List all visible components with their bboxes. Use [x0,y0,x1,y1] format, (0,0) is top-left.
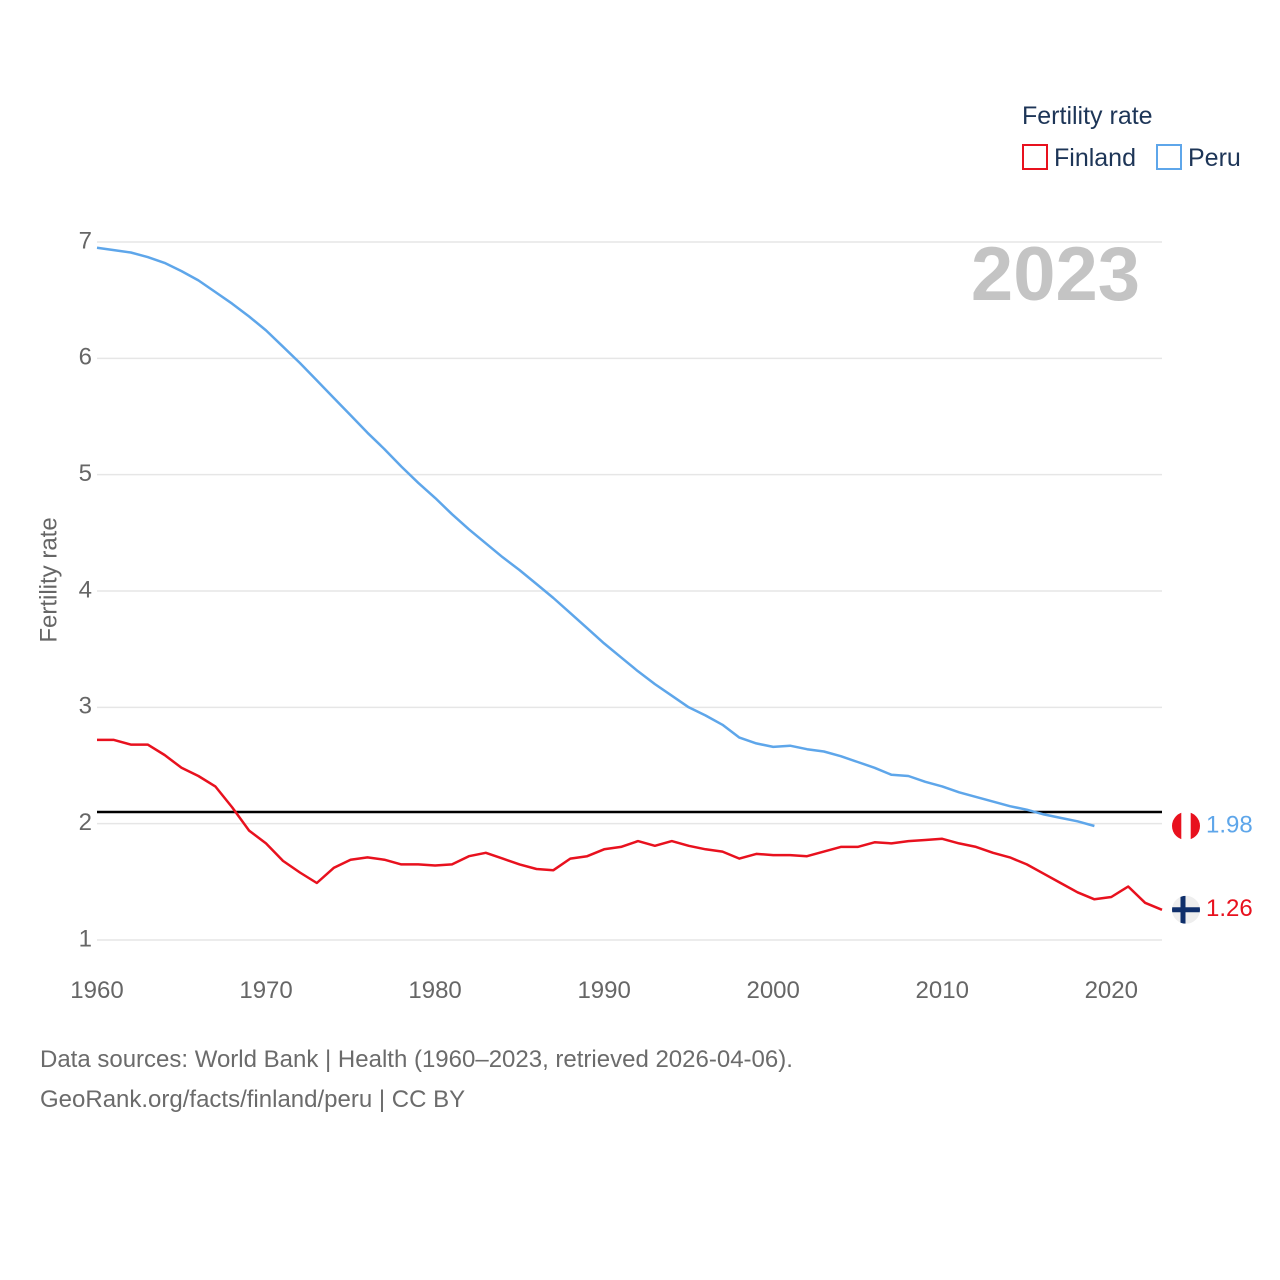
legend: Fertility rate Finland Peru [1022,102,1241,172]
x-tick-label: 1980 [408,977,461,1004]
legend-label-peru[interactable]: Peru [1188,144,1241,172]
y-tick-label: 5 [79,460,92,487]
y-tick-label: 4 [79,576,92,603]
y-axis-title: Fertility rate [35,517,62,642]
x-tick-label: 2000 [746,977,799,1004]
y-tick-label: 1 [79,925,92,952]
finland-end-value: 1.26 [1206,895,1253,922]
footer: Data sources: World Bank | Health (1960–… [40,1040,793,1120]
y-axis-ticks: 1 2 3 4 5 6 7 [79,227,92,952]
x-tick-label: 1970 [239,977,292,1004]
y-tick-label: 7 [79,227,92,254]
y-tick-label: 3 [79,693,92,720]
legend-label-finland[interactable]: Finland [1054,144,1136,172]
x-tick-label: 1990 [577,977,630,1004]
data-source-text: Data sources: World Bank | Health (1960–… [40,1046,793,1073]
legend-swatch-finland[interactable] [1022,144,1048,170]
y-tick-label: 2 [79,809,92,836]
legend-title: Fertility rate [1022,102,1153,130]
x-tick-label: 2020 [1085,977,1138,1004]
grid-lines [97,241,1162,941]
peru-flag-icon [1172,811,1200,840]
series-lines [96,246,1163,911]
x-tick-label: 1960 [70,977,123,1004]
year-overlay: 2023 [971,232,1140,317]
x-axis-ticks: 1960 1970 1980 1990 2000 2010 2020 [70,977,1138,1004]
peru-end-value: 1.98 [1206,811,1253,838]
x-tick-label: 2010 [916,977,969,1004]
series-line-finland [97,738,1163,911]
y-tick-label: 6 [79,344,92,371]
attribution-link[interactable]: GeoRank.org/facts/finland/peru | CC BY [40,1086,466,1113]
finland-flag-icon [1172,895,1200,924]
series-line-peru [96,246,1095,828]
legend-swatch-peru[interactable] [1156,144,1182,170]
